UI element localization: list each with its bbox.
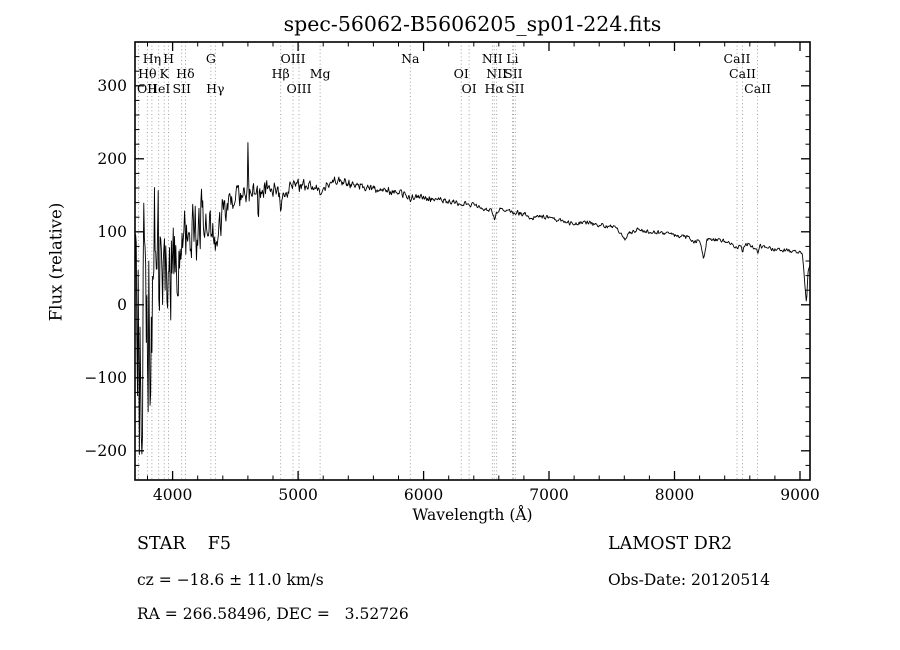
spectral-line-label: OIII [280, 51, 305, 66]
spectral-line-label: K [160, 66, 170, 81]
x-tick-label: 6000 [404, 486, 443, 504]
y-tick-label: 300 [97, 77, 127, 95]
x-tick-label: 9000 [780, 486, 819, 504]
y-tick-label: 200 [97, 150, 127, 168]
spectral-line-label: CaII [724, 51, 751, 66]
spectral-line-label: Hθ [138, 66, 156, 81]
x-axis-label: Wavelength (Å) [412, 506, 533, 524]
spectral-line-label: Hγ [206, 81, 224, 96]
spectral-line-label: G [206, 51, 216, 66]
spectral-line-label: Hδ [176, 66, 194, 81]
spectral-line-label: SII [172, 81, 191, 96]
spectral-line-label: OIII [286, 81, 311, 96]
y-tick-label: −200 [84, 442, 127, 460]
x-tick-label: 8000 [655, 486, 694, 504]
spectral-line-label: OII [137, 81, 157, 96]
spectral-line-label: HeI [147, 81, 170, 96]
spectral-line-label: Li [506, 51, 518, 66]
plot-frame [134, 41, 811, 481]
spectral-line-label: SII [506, 81, 525, 96]
spectral-line-label: Hβ [272, 66, 290, 81]
spectral-line-label: SII [504, 66, 523, 81]
y-tick-label: 0 [117, 296, 127, 314]
survey-label: LAMOST DR2 [608, 534, 733, 554]
spectral-line-label: NII [482, 51, 503, 66]
spectral-line-label: Hα [485, 81, 505, 96]
spectral-line-label: H [163, 51, 174, 66]
obs-date-label: Obs-Date: 20120514 [608, 571, 770, 589]
radial-velocity-label: cz = −18.6 ± 11.0 km/s [137, 571, 324, 589]
spectral-line-label: OI [462, 81, 477, 96]
spectral-line-label: Mg [310, 66, 331, 81]
y-tick-label: −100 [84, 369, 127, 387]
spectral-line-label: Hη [143, 51, 161, 66]
x-tick-label: 5000 [278, 486, 317, 504]
spectral-line-label: CaII [744, 81, 771, 96]
spectral-line-label: CaII [729, 66, 756, 81]
spectral-line-label: Na [401, 51, 420, 66]
y-tick-label: 100 [97, 223, 127, 241]
spectrum-line [134, 142, 811, 455]
x-tick-label: 7000 [529, 486, 568, 504]
classification-label: STAR F5 [137, 534, 232, 554]
spectral-line-label: OI [454, 66, 469, 81]
spectral-line-label: NII [486, 66, 507, 81]
coordinates-label: RA = 266.58496, DEC = 3.52726 [137, 605, 409, 623]
plot-title: spec-56062-B5606205_sp01-224.fits [283, 12, 662, 36]
x-tick-label: 4000 [153, 486, 192, 504]
